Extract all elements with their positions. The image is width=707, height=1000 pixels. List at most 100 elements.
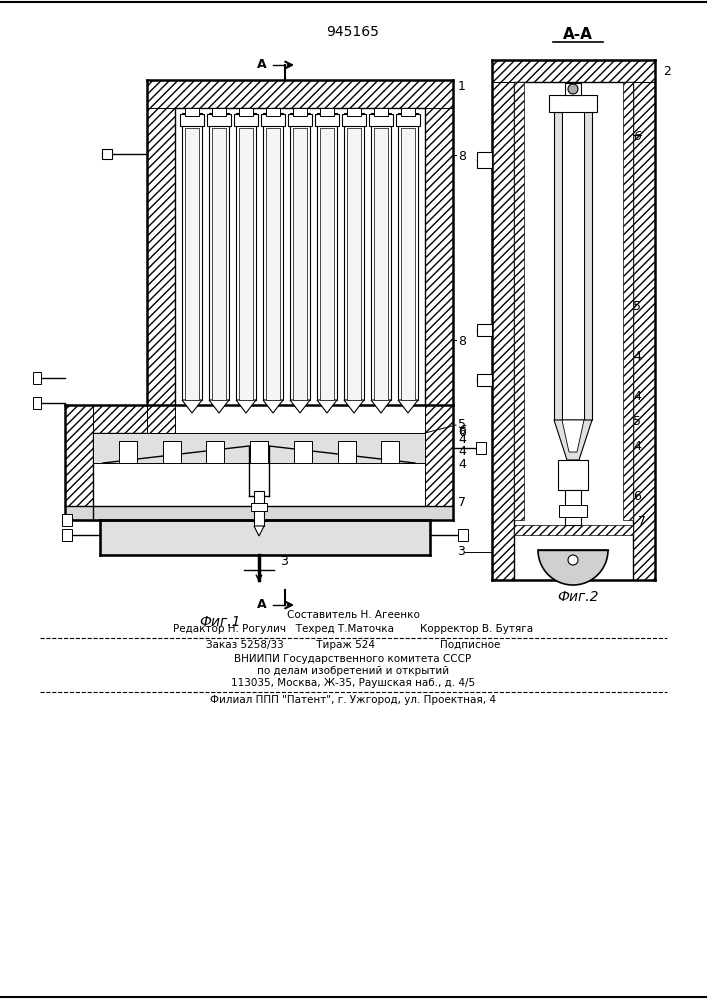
Text: 4: 4: [633, 350, 641, 363]
Text: 7: 7: [638, 515, 646, 528]
Bar: [293, 128, 307, 400]
Bar: [476, 442, 486, 454]
Text: Редактор Н. Рогулич   Техред Т.Маточка        Корректор В. Бутяга: Редактор Н. Рогулич Техред Т.Маточка Кор…: [173, 624, 533, 634]
Bar: [633, 60, 655, 580]
Text: 4: 4: [458, 433, 466, 446]
Bar: [62, 529, 72, 541]
Text: Фиг.2: Фиг.2: [557, 590, 599, 604]
Text: 113035, Москва, Ж-35, Раушская наб., д. 4/5: 113035, Москва, Ж-35, Раушская наб., д. …: [231, 678, 475, 688]
Bar: [93, 433, 425, 463]
Bar: [261, 114, 285, 126]
Polygon shape: [398, 400, 418, 413]
Text: 5: 5: [633, 300, 641, 313]
Text: 3: 3: [457, 545, 465, 558]
Bar: [315, 114, 339, 126]
Text: по делам изобретений и открытий: по делам изобретений и открытий: [257, 666, 449, 676]
Bar: [212, 128, 226, 400]
Bar: [239, 128, 253, 400]
Text: А-А: А-А: [563, 27, 593, 42]
Bar: [565, 490, 581, 525]
Bar: [320, 128, 334, 400]
Circle shape: [568, 84, 578, 94]
Polygon shape: [554, 420, 592, 460]
Bar: [33, 397, 41, 409]
Bar: [374, 128, 388, 400]
Bar: [398, 113, 418, 400]
Bar: [207, 114, 231, 126]
Bar: [347, 108, 361, 116]
Bar: [119, 441, 136, 463]
Text: 6: 6: [633, 490, 641, 503]
Text: 8: 8: [458, 335, 466, 348]
Polygon shape: [344, 400, 364, 413]
Bar: [147, 405, 175, 433]
Bar: [290, 113, 310, 400]
Bar: [254, 491, 264, 526]
Text: Филиал ППП "Патент", г. Ужгород, ул. Проектная, 4: Филиал ППП "Патент", г. Ужгород, ул. Про…: [210, 695, 496, 705]
Bar: [337, 441, 356, 463]
Bar: [185, 108, 199, 116]
Bar: [293, 108, 307, 116]
Bar: [344, 113, 364, 400]
Polygon shape: [371, 400, 391, 413]
Bar: [371, 113, 391, 400]
Bar: [182, 113, 202, 400]
Bar: [492, 60, 514, 580]
Bar: [236, 113, 256, 400]
Bar: [102, 149, 112, 159]
Polygon shape: [182, 400, 202, 413]
Text: 6: 6: [458, 426, 466, 439]
Text: 5: 5: [633, 415, 641, 428]
Text: 6: 6: [458, 424, 466, 437]
Bar: [514, 82, 524, 520]
Bar: [163, 441, 180, 463]
Bar: [263, 113, 283, 400]
Text: 8: 8: [458, 150, 466, 163]
Bar: [288, 114, 312, 126]
Bar: [514, 525, 633, 535]
Text: 4: 4: [458, 445, 466, 458]
Bar: [65, 506, 453, 520]
Bar: [565, 83, 581, 95]
Bar: [234, 114, 258, 126]
Polygon shape: [236, 400, 256, 413]
Text: 4: 4: [633, 440, 641, 453]
Bar: [317, 113, 337, 400]
Text: 2: 2: [663, 65, 671, 78]
Bar: [549, 95, 597, 112]
Polygon shape: [254, 526, 264, 536]
Bar: [425, 405, 453, 520]
Text: 4: 4: [633, 390, 641, 403]
Bar: [93, 405, 147, 433]
Polygon shape: [538, 550, 608, 585]
Circle shape: [568, 555, 578, 565]
Text: Составитель Н. Агеенко: Составитель Н. Агеенко: [286, 610, 419, 620]
Bar: [477, 324, 492, 336]
Bar: [185, 128, 199, 400]
Bar: [209, 113, 229, 400]
Text: 945165: 945165: [327, 25, 380, 39]
Bar: [212, 108, 226, 116]
Polygon shape: [290, 400, 310, 413]
Bar: [266, 128, 280, 400]
Text: 3: 3: [280, 555, 288, 568]
Bar: [100, 520, 430, 555]
Bar: [554, 112, 562, 420]
Bar: [396, 114, 420, 126]
Bar: [558, 460, 588, 490]
Bar: [492, 60, 655, 82]
Bar: [347, 128, 361, 400]
Bar: [266, 108, 280, 116]
Bar: [401, 128, 415, 400]
Bar: [239, 108, 253, 116]
Bar: [381, 441, 399, 463]
Bar: [342, 114, 366, 126]
Bar: [425, 80, 453, 405]
Bar: [401, 108, 415, 116]
Bar: [369, 114, 393, 126]
Bar: [251, 503, 267, 511]
Bar: [33, 372, 41, 384]
Bar: [477, 152, 492, 168]
Bar: [147, 80, 175, 405]
Bar: [293, 441, 312, 463]
